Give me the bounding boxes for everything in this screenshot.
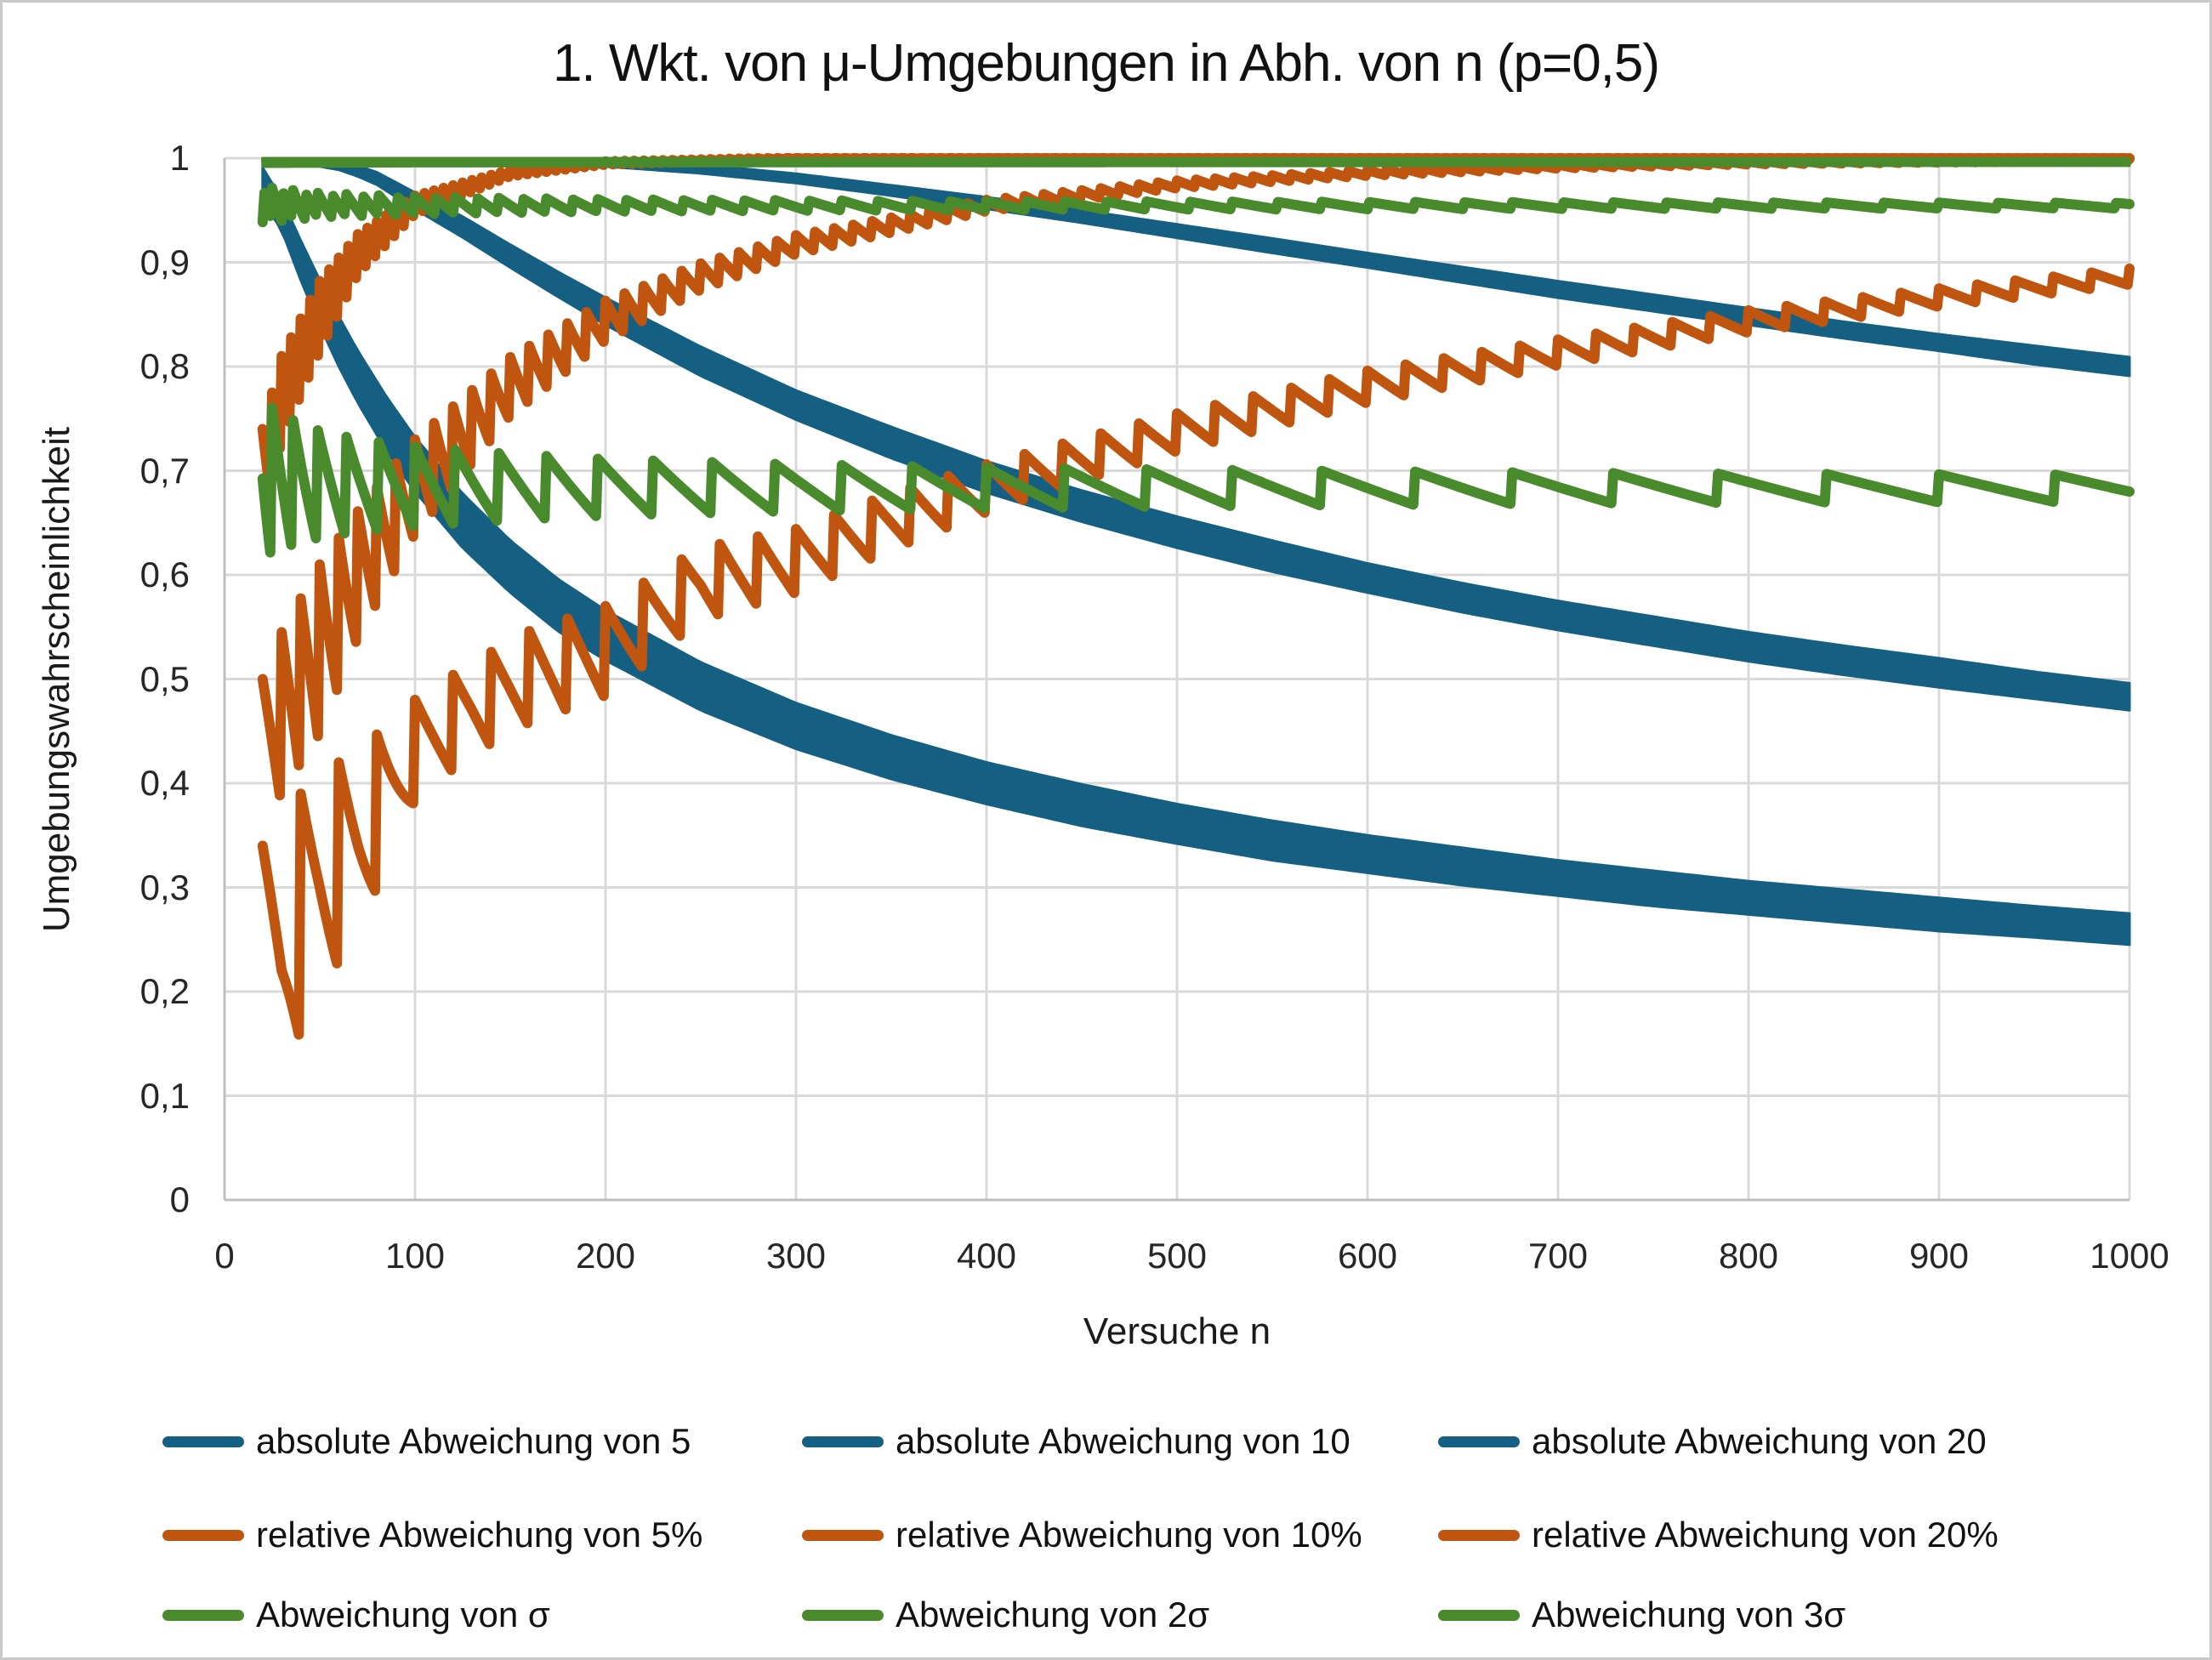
legend-item: relative Abweichung von 20% (1438, 1515, 1999, 1555)
x-tick-label: 200 (575, 1236, 636, 1276)
legend-swatch-icon (802, 1609, 884, 1621)
x-tick-label: 1000 (2090, 1236, 2169, 1276)
legend-swatch-icon (1438, 1609, 1520, 1621)
legend-swatch-icon (802, 1435, 884, 1447)
y-tick-label: 0,1 (139, 1075, 190, 1116)
legend-item: Abweichung von 3σ (1438, 1595, 1845, 1635)
legend-label: Abweichung von 3σ (1532, 1595, 1846, 1634)
x-tick-label: 0 (214, 1236, 235, 1276)
x-tick-label: 800 (1718, 1236, 1779, 1276)
legend-label: relative Abweichung von 20% (1532, 1515, 1999, 1555)
legend-item: Abweichung von 2σ (802, 1595, 1209, 1635)
legend-swatch-icon (1438, 1529, 1520, 1541)
legend-label: relative Abweichung von 5% (256, 1515, 703, 1555)
x-axis-title: Versuche n (1083, 1310, 1271, 1352)
legend-swatch-icon (162, 1609, 244, 1621)
legend-item: relative Abweichung von 10% (802, 1515, 1362, 1555)
legend-item: Abweichung von σ (162, 1595, 550, 1635)
y-tick-label: 0,8 (139, 346, 190, 386)
legend-label: absolute Abweichung von 10 (896, 1421, 1351, 1461)
legend-item: absolute Abweichung von 10 (802, 1421, 1351, 1462)
x-tick-label: 500 (1146, 1236, 1208, 1276)
legend-item: absolute Abweichung von 5 (162, 1421, 691, 1462)
y-tick-label: 0,2 (139, 971, 190, 1011)
x-tick-label: 300 (765, 1236, 827, 1276)
y-tick-label: 0,3 (139, 867, 190, 907)
x-tick-label: 700 (1527, 1236, 1589, 1276)
y-tick-label: 0 (169, 1180, 190, 1219)
series-absolute Abweichung von 20 (261, 156, 2131, 378)
legend-swatch-icon (802, 1529, 884, 1541)
legend-label: absolute Abweichung von 5 (256, 1421, 691, 1461)
x-tick-label: 100 (384, 1236, 446, 1276)
legend-swatch-icon (162, 1529, 244, 1541)
series-Abweichung von 2σ (257, 182, 2135, 228)
series-relative Abweichung von 5% (257, 263, 2135, 1040)
y-tick-label: 0,7 (139, 450, 190, 491)
y-tick-label: 0,4 (139, 763, 190, 803)
legend-label: absolute Abweichung von 20 (1532, 1421, 1987, 1461)
legend-item: relative Abweichung von 5% (162, 1515, 702, 1555)
legend-swatch-icon (1438, 1435, 1520, 1447)
y-tick-label: 1 (169, 138, 190, 178)
y-tick-label: 0,6 (139, 554, 190, 594)
series-Abweichung von σ (257, 402, 2135, 558)
legend-label: Abweichung von σ (256, 1595, 550, 1634)
x-tick-label: 400 (956, 1236, 1017, 1276)
y-tick-label: 0,9 (139, 242, 190, 282)
legend-label: relative Abweichung von 10% (896, 1515, 1362, 1555)
series-Abweichung von 3σ (261, 156, 2131, 168)
legend-swatch-icon (162, 1435, 244, 1447)
x-tick-label: 600 (1337, 1236, 1398, 1276)
chart-title: 1. Wkt. von μ-Umgebungen in Abh. von n (… (552, 34, 1660, 93)
legend-item: absolute Abweichung von 20 (1438, 1421, 1987, 1462)
plot-area (223, 153, 2135, 1202)
legend-label: Abweichung von 2σ (896, 1595, 1210, 1634)
x-tick-label: 900 (1908, 1236, 1970, 1276)
series-absolute Abweichung von 5 (261, 166, 2131, 947)
y-tick-label: 0,5 (139, 658, 190, 699)
